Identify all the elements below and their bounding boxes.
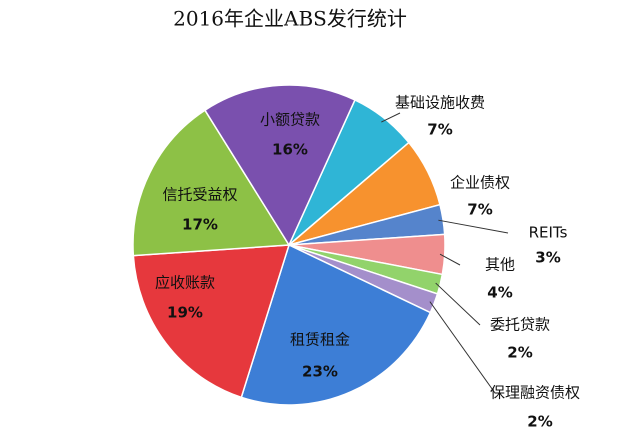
slice-label: 保理融资债权 [490, 384, 580, 402]
slice-label: 其他 [485, 256, 515, 274]
leader-line [429, 301, 496, 394]
slice-label: 信托受益权 [162, 186, 237, 204]
leader-line [435, 282, 481, 326]
slice-value: 7% [467, 201, 492, 219]
slice-value: 17% [182, 216, 218, 234]
slice-value: 7% [427, 121, 452, 139]
leader-line [438, 219, 509, 234]
slice-label: 委托贷款 [490, 316, 550, 334]
slice-value: 19% [167, 304, 203, 322]
slice-value: 2% [507, 344, 532, 362]
slice-label: 企业债权 [450, 174, 510, 192]
pie-slice [132, 109, 291, 257]
slice-label: REITs [529, 224, 568, 242]
slice-label: 应收账款 [155, 274, 215, 292]
leader-line [381, 112, 401, 123]
leader-line [439, 253, 461, 266]
slice-value: 16% [272, 141, 308, 159]
slice-value: 3% [535, 249, 560, 267]
pie-slice [132, 244, 291, 399]
slice-value: 23% [302, 363, 338, 381]
slice-label: 小额贷款 [260, 111, 320, 129]
slice-label: 基础设施收费 [395, 94, 485, 112]
pie-slice [240, 243, 432, 406]
pie-slice [203, 84, 356, 247]
slice-value: 2% [527, 413, 552, 431]
slice-label: 租赁租金 [290, 331, 350, 349]
chart-title: 2016年企业ABS发行统计 [173, 7, 407, 31]
slice-value: 4% [487, 284, 512, 302]
